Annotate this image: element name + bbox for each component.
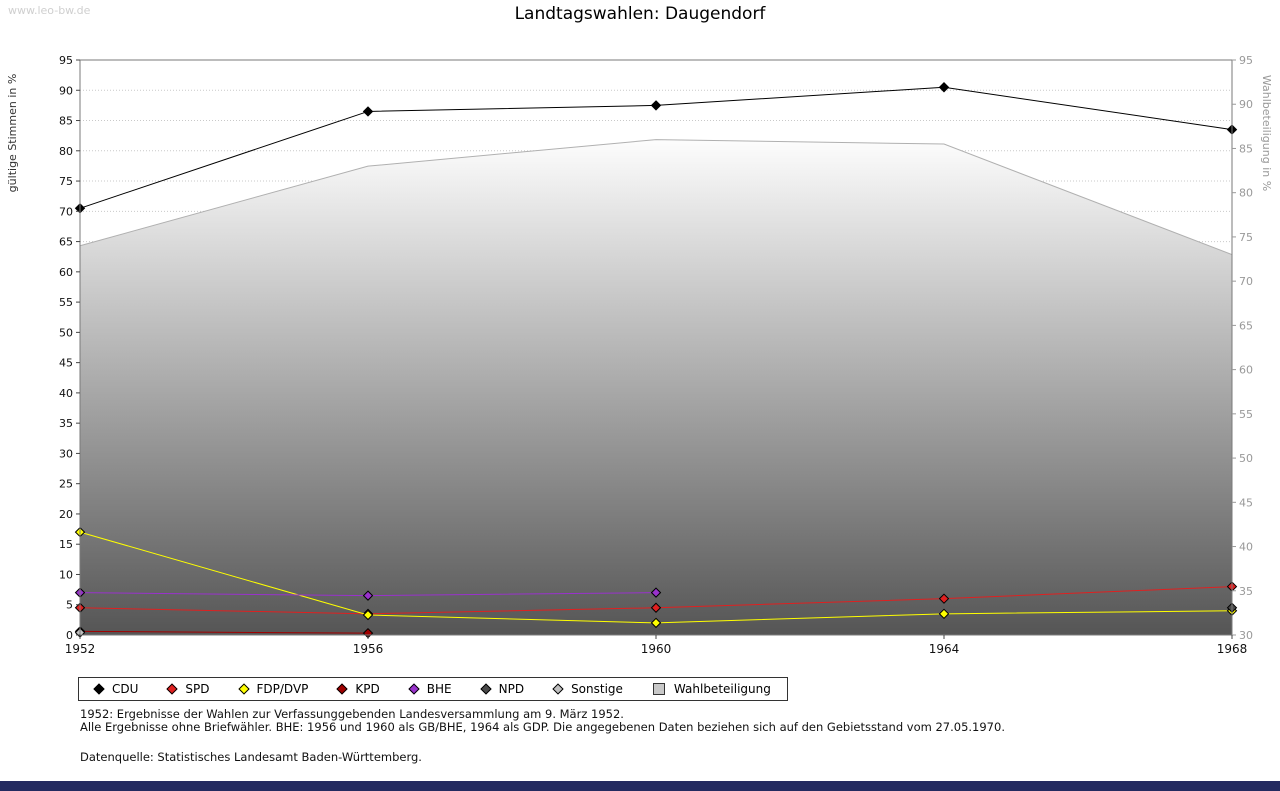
legend-label: CDU <box>112 682 139 696</box>
data-source: Datenquelle: Statistisches Landesamt Bad… <box>80 750 422 765</box>
chart-title: Landtagswahlen: Daugendorf <box>514 4 766 24</box>
svg-text:0: 0 <box>66 629 73 642</box>
footnotes: 1952: Ergebnisse der Wahlen zur Verfassu… <box>80 707 1005 765</box>
legend-item-sonstige: Sonstige <box>552 682 623 696</box>
svg-text:30: 30 <box>59 447 73 460</box>
diamond-marker-icon <box>237 683 250 695</box>
svg-text:1968: 1968 <box>1217 642 1248 656</box>
svg-text:60: 60 <box>59 266 73 279</box>
footnote-line-1: 1952: Ergebnisse der Wahlen zur Verfassu… <box>80 707 624 721</box>
left-axis-title: gültige Stimmen in % <box>6 74 19 193</box>
legend-item-npd: NPD <box>479 682 525 696</box>
legend-item-spd: SPD <box>166 682 210 696</box>
diamond-marker-icon <box>93 683 105 695</box>
svg-text:95: 95 <box>59 54 73 67</box>
chart-canvas: 0 5 10 15 20 25 30 35 40 45 50 55 60 65 70 75 80 85 90 95 30… <box>6 54 1273 656</box>
svg-text:20: 20 <box>59 508 73 521</box>
svg-text:95: 95 <box>1239 54 1253 67</box>
svg-text:70: 70 <box>59 205 73 218</box>
legend-label: BHE <box>426 682 452 696</box>
watermark: www.leo-bw.de <box>8 4 91 17</box>
svg-text:60: 60 <box>1239 364 1253 377</box>
svg-text:55: 55 <box>1239 408 1253 421</box>
series-bhe <box>74 587 662 601</box>
svg-text:1952: 1952 <box>65 642 96 656</box>
participation-area <box>80 139 1232 635</box>
svg-text:90: 90 <box>59 84 73 97</box>
svg-text:10: 10 <box>59 568 73 581</box>
diamond-marker-icon <box>408 683 420 695</box>
svg-text:45: 45 <box>1239 496 1253 509</box>
diamond-marker-icon <box>479 683 492 695</box>
chart-legend: CDU SPD FDP/DVP KPD BHE NPD Sonstige Wahlbeteil… <box>78 677 788 701</box>
svg-text:45: 45 <box>59 357 73 370</box>
svg-text:25: 25 <box>59 478 73 491</box>
svg-text:85: 85 <box>1239 142 1253 155</box>
footnote-line-2: Alle Ergebnisse ohne Briefwähler. BHE: 1… <box>80 720 1005 735</box>
svg-text:1960: 1960 <box>641 642 672 656</box>
legend-label: NPD <box>498 682 525 696</box>
svg-text:80: 80 <box>59 145 73 158</box>
diamond-marker-icon <box>336 683 349 695</box>
svg-text:30: 30 <box>1239 629 1253 642</box>
svg-text:40: 40 <box>59 387 73 400</box>
legend-label: KPD <box>355 682 380 696</box>
right-axis-title: Wahlbeteiligung in % <box>1260 75 1273 191</box>
legend-label: FDP/DVP <box>256 682 309 696</box>
legend-label: SPD <box>185 682 210 696</box>
bottom-accent-bar <box>0 781 1280 791</box>
diamond-marker-icon <box>552 683 564 695</box>
svg-text:80: 80 <box>1239 187 1253 200</box>
legend-label: Wahlbeteiligung <box>673 682 771 696</box>
legend-item-cdu: CDU <box>93 682 139 696</box>
svg-text:5: 5 <box>66 599 73 612</box>
legend-label: Sonstige <box>571 682 623 696</box>
axes: 0 5 10 15 20 25 30 35 40 45 50 55 60 65 70 75 80 85 90 95 30… <box>59 54 1253 656</box>
svg-text:1964: 1964 <box>929 642 960 656</box>
legend-item-bhe: BHE <box>408 682 452 696</box>
svg-text:1956: 1956 <box>353 642 384 656</box>
svg-text:75: 75 <box>1239 231 1253 244</box>
diamond-marker-icon <box>166 683 179 695</box>
legend-item-kpd: KPD <box>336 682 380 696</box>
svg-text:55: 55 <box>59 296 73 309</box>
svg-text:35: 35 <box>59 417 73 430</box>
svg-text:75: 75 <box>59 175 73 188</box>
square-marker-icon <box>652 683 665 695</box>
svg-text:35: 35 <box>1239 585 1253 598</box>
legend-item-fdp-dvp: FDP/DVP <box>237 682 309 696</box>
svg-text:65: 65 <box>1239 319 1253 332</box>
svg-text:70: 70 <box>1239 275 1253 288</box>
svg-text:50: 50 <box>59 326 73 339</box>
svg-text:85: 85 <box>59 115 73 128</box>
svg-text:15: 15 <box>59 538 73 551</box>
svg-text:50: 50 <box>1239 452 1253 465</box>
svg-text:90: 90 <box>1239 98 1253 111</box>
svg-text:65: 65 <box>59 236 73 249</box>
svg-text:40: 40 <box>1239 541 1253 554</box>
participation-line <box>79 139 1233 256</box>
legend-item-wahlbeteiligung: Wahlbeteiligung <box>652 682 771 696</box>
